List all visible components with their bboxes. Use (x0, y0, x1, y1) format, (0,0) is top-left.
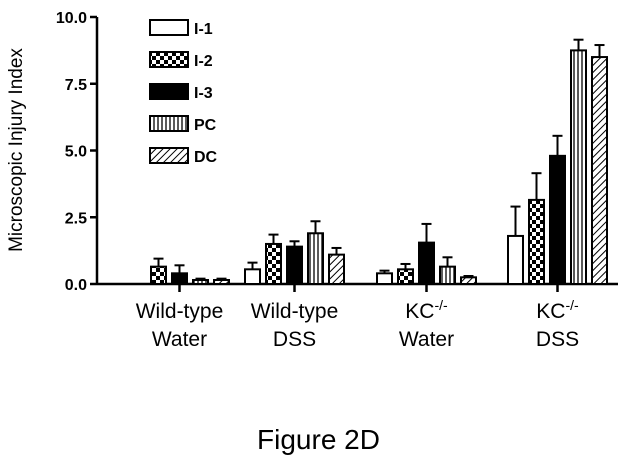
legend-swatch-i-2 (149, 51, 189, 68)
bar-i-3 (418, 241, 435, 286)
x-category-label: Wild-type (251, 300, 339, 323)
y-tick-label: 0.0 (65, 277, 87, 294)
bar-i-2 (528, 198, 545, 286)
bar-dc (591, 56, 608, 285)
x-category-label: Wild-type (136, 300, 224, 323)
bar-i-1 (376, 272, 393, 286)
bar-pc (439, 265, 456, 285)
x-category-label-line2: Water (399, 328, 454, 351)
legend-swatch-dc (149, 147, 189, 164)
bar-i-1 (507, 234, 524, 286)
bars (150, 38, 608, 286)
axes: 0.0 2.5 5.0 7.5 10.0 Wild-type Water Wild-type D… (56, 10, 618, 351)
bar-pc (192, 278, 209, 285)
bar-pc (307, 232, 324, 286)
legend-label: I-3 (194, 85, 213, 102)
x-category-label-line2: Water (152, 328, 207, 351)
legend-label: PC (194, 117, 217, 134)
x-category-label: KC-/- (536, 297, 579, 323)
bar-i-2 (397, 268, 414, 286)
y-tick-label: 5.0 (65, 144, 87, 161)
x-category-label-line2: DSS (536, 328, 579, 351)
bar-i-2 (150, 265, 167, 285)
legend-swatch-i-1 (149, 19, 189, 36)
x-category-label: KC-/- (405, 297, 448, 323)
x-category-superscript: -/- (565, 297, 579, 313)
legend-label: DC (194, 149, 218, 166)
bar-i-3 (171, 272, 188, 286)
bar-pc (570, 49, 587, 285)
bar-dc (328, 253, 345, 286)
y-axis-title: Microscopic Injury Index (6, 48, 27, 252)
x-category-label-line2: DSS (273, 328, 316, 351)
bar-i-3 (286, 245, 303, 285)
legend-swatch-i-3 (149, 83, 189, 100)
bar-dc (460, 276, 477, 286)
bar-i-3 (549, 154, 566, 285)
legend-swatch-pc (149, 115, 189, 132)
legend-label: I-2 (194, 53, 213, 70)
y-tick-label: 10.0 (56, 10, 87, 27)
x-category-superscript: -/- (434, 297, 448, 313)
y-tick-label: 2.5 (65, 210, 87, 227)
legend: I-1 I-2 I-3 PC DC (149, 19, 218, 166)
bar-i-2 (265, 242, 282, 285)
bar-dc (213, 278, 230, 285)
bar-i-1 (244, 268, 261, 286)
y-tick-label: 7.5 (65, 77, 87, 94)
figure-caption: Figure 2D (257, 424, 380, 455)
legend-label: I-1 (194, 21, 213, 38)
